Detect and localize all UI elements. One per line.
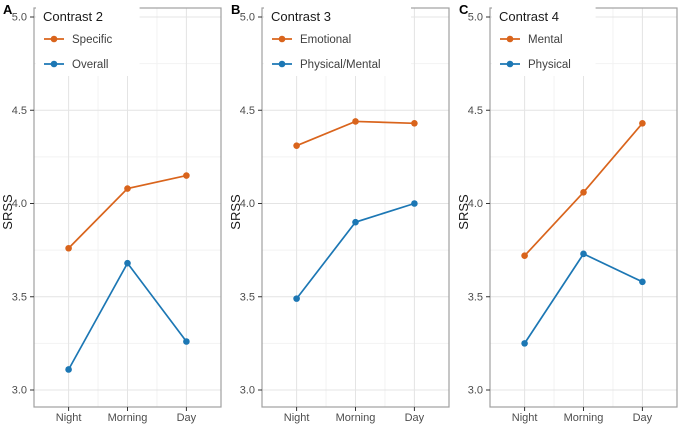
y-axis-title: SRSS — [228, 194, 243, 230]
legend-key-point — [50, 60, 58, 68]
data-point — [65, 366, 72, 373]
x-tick-label: Morning — [564, 412, 604, 424]
data-point — [183, 172, 190, 179]
data-point — [639, 278, 646, 286]
y-tick-label: 4.0 — [12, 198, 27, 210]
x-tick-label: Night — [512, 412, 538, 424]
y-tick-label: 4.0 — [468, 198, 483, 210]
y-tick-label: 4.5 — [468, 105, 483, 117]
panel-b: B 3.0 3.5 4.0 4.5 5.0 Night Morning Day SRSS Cont… — [228, 0, 456, 424]
y-tick-label: 3.0 — [240, 385, 255, 397]
legend-label: Physical/Mental — [300, 59, 381, 71]
data-point — [124, 259, 131, 267]
y-tick-label: 5.0 — [240, 12, 255, 24]
data-point — [65, 244, 72, 252]
data-point — [293, 295, 300, 302]
x-tick-label: Day — [633, 412, 653, 424]
data-point — [639, 120, 646, 127]
data-point — [293, 142, 300, 149]
data-point — [352, 218, 359, 226]
y-axis-title: SRSS — [456, 194, 471, 230]
y-tick-label: 3.0 — [468, 385, 483, 397]
x-tick-label: Day — [405, 412, 425, 424]
panel-c-chart: 3.0 3.5 4.0 4.5 5.0 Night Morning Day SRSS Contra… — [456, 6, 678, 424]
panel-a-letter: A — [3, 2, 13, 17]
data-point — [124, 185, 131, 192]
y-tick-label: 5.0 — [12, 12, 27, 24]
data-point — [580, 189, 587, 196]
legend-label: Mental — [528, 34, 563, 46]
x-tick-label: Morning — [336, 412, 376, 424]
y-axis-title: SRSS — [0, 194, 15, 230]
panel-c-letter: C — [459, 2, 469, 17]
legend-key-point — [278, 60, 286, 68]
y-tick-label: 4.5 — [12, 105, 27, 117]
panel-c: C 3.0 3.5 4.0 4.5 5.0 Night Morning Day SRSS Cont… — [456, 0, 684, 424]
x-tick-label: Night — [56, 412, 82, 424]
y-tick-label: 3.5 — [468, 291, 483, 303]
y-tick-label: 4.5 — [240, 105, 255, 117]
panel-a: A 3.0 3.5 4.0 4.5 5.0 Night Morning Day SRSS Cont… — [0, 0, 228, 424]
y-tick-label: 3.5 — [12, 291, 27, 303]
x-tick-label: Morning — [108, 412, 148, 424]
legend-label: Physical — [528, 59, 571, 71]
data-point — [411, 120, 418, 127]
y-tick-label: 4.0 — [240, 198, 255, 210]
legend-label: Overall — [72, 59, 108, 71]
data-point — [580, 250, 587, 258]
panel-a-chart: 3.0 3.5 4.0 4.5 5.0 Night Morning Day SRSS Contra… — [0, 6, 222, 424]
x-tick-label: Night — [284, 412, 310, 424]
y-tick-label: 3.5 — [240, 291, 255, 303]
legend-label: Specific — [72, 34, 113, 46]
y-tick-label: 3.0 — [12, 385, 27, 397]
data-point — [521, 252, 528, 260]
legend-key-point — [278, 35, 286, 43]
legend-key-point — [506, 35, 514, 43]
data-point — [352, 118, 359, 125]
legend-title: Contrast 4 — [499, 9, 559, 24]
legend-title: Contrast 2 — [43, 9, 103, 24]
legend-key-point — [506, 60, 514, 68]
data-point — [521, 340, 528, 347]
data-point — [183, 338, 190, 345]
panel-b-chart: 3.0 3.5 4.0 4.5 5.0 Night Morning Day SRSS Contra… — [228, 6, 450, 424]
panel-b-letter: B — [231, 2, 241, 17]
legend-label: Emotional — [300, 34, 351, 46]
y-tick-label: 5.0 — [468, 12, 483, 24]
x-tick-label: Day — [177, 412, 197, 424]
data-point — [411, 200, 418, 207]
legend-key-point — [50, 35, 58, 43]
legend-title: Contrast 3 — [271, 9, 331, 24]
